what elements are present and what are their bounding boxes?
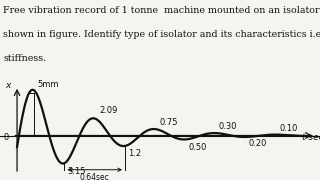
Text: shown in figure. Identify type of isolator and its characteristics i.e spring: shown in figure. Identify type of isolat… <box>3 30 320 39</box>
Text: 5mm: 5mm <box>38 80 60 89</box>
Text: 0.64sec: 0.64sec <box>80 173 109 180</box>
Text: 0.20: 0.20 <box>249 139 268 148</box>
Text: t sec: t sec <box>302 133 320 142</box>
Text: 1.2: 1.2 <box>128 149 141 158</box>
Text: Free vibration record of 1 tonne  machine mounted on an isolator is as: Free vibration record of 1 tonne machine… <box>3 6 320 15</box>
Text: 0.75: 0.75 <box>159 118 178 127</box>
Text: 0.30: 0.30 <box>219 122 237 131</box>
Text: 0.50: 0.50 <box>188 143 207 152</box>
Text: 3.15: 3.15 <box>67 167 86 176</box>
Text: 0.10: 0.10 <box>279 124 298 133</box>
Text: 0: 0 <box>3 133 8 142</box>
Text: stiffness.: stiffness. <box>3 54 46 63</box>
Text: 2.09: 2.09 <box>100 106 118 115</box>
Text: x: x <box>5 81 10 90</box>
